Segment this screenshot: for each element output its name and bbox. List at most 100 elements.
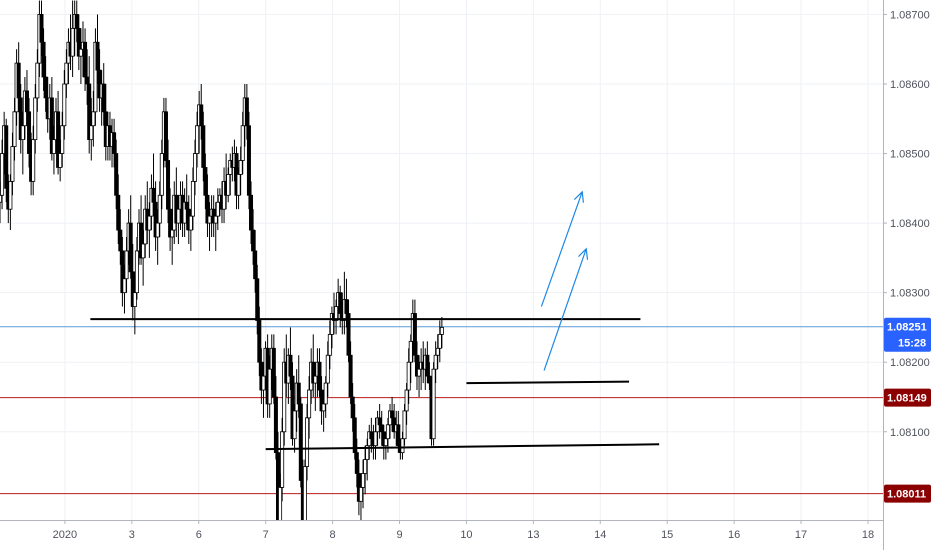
candle-body-up (267, 368, 272, 405)
price-badge-bg (884, 317, 931, 352)
candle-body-down (128, 222, 133, 273)
candle-body-up (122, 278, 127, 294)
arrow[interactable] (540, 190, 584, 307)
price-axis[interactable]: 1.08700 1.08600 1.08500 1.08400 1.08300 1.082… (883, 0, 932, 550)
time-tick-label: 6 (196, 529, 202, 541)
candle-body-down (199, 104, 204, 127)
candle-body-up (10, 146, 15, 182)
price-axis-background[interactable] (883, 0, 932, 550)
time-tick-label: 2020 (53, 529, 77, 541)
candle-body-up (385, 424, 390, 440)
candle-body-down (244, 97, 249, 127)
arrow-shaft[interactable] (543, 248, 587, 371)
candle-body-down (396, 424, 401, 447)
candle-body-down (112, 132, 117, 154)
candle-body-up (400, 438, 405, 454)
candle-body-up (141, 243, 146, 259)
plot-area[interactable] (0, 0, 883, 520)
candle-body-up (313, 375, 318, 384)
candle (346, 299, 351, 363)
candle-body-down (354, 452, 359, 474)
arrow-shaft[interactable] (540, 191, 583, 307)
candle-body-down (114, 153, 119, 196)
arrow[interactable] (543, 247, 589, 371)
time-tick-label: 16 (728, 529, 740, 541)
candle-body-up (193, 153, 198, 182)
trend-lines[interactable] (90, 318, 660, 451)
candle-body-up (431, 368, 436, 440)
candle-body-up (213, 215, 218, 224)
candle-body-down (83, 41, 88, 78)
candle-body-up (236, 174, 241, 196)
candle (280, 417, 285, 502)
time-tick-label: 7 (263, 529, 269, 541)
candle-body-down (338, 292, 343, 314)
time-tick-label: 18 (862, 529, 874, 541)
candle-body-up (60, 125, 65, 154)
candle-body-up (0, 153, 5, 196)
candle-body-up (51, 139, 56, 154)
candle-body-down (257, 320, 262, 363)
candle (16, 42, 21, 112)
candle-body-up (195, 125, 200, 154)
trend-line[interactable] (466, 380, 630, 385)
candle-body-up (89, 125, 94, 141)
candle (296, 355, 301, 418)
candle-body-up (124, 250, 129, 280)
candle-body-down (369, 431, 374, 440)
candle-body-down (151, 187, 156, 203)
candle-body-down (118, 229, 123, 252)
candle (31, 125, 36, 196)
time-tick-label: 10 (460, 529, 472, 541)
price-tick-label: 1.08300 (890, 288, 930, 300)
candle-body-down (4, 125, 9, 189)
candle-body-down (27, 111, 32, 154)
candle (396, 410, 401, 453)
candle-body-up (70, 27, 75, 57)
candle-body-down (116, 194, 121, 231)
candle-body-down (95, 41, 100, 71)
candle (4, 118, 9, 203)
time-tick-label: 13 (527, 529, 539, 541)
candle-body-up (417, 368, 422, 377)
price-badge: 1.08149 (884, 388, 931, 407)
time-axis[interactable]: 2020 3 6 7 8 9 10 13 14 15 16 17 18 (0, 520, 883, 550)
candle (298, 396, 303, 488)
trend-line[interactable] (265, 443, 660, 451)
candle-body-up (190, 180, 195, 217)
plot-background[interactable] (0, 0, 883, 520)
candle-body-up (280, 431, 285, 488)
candle-body-down (298, 403, 303, 481)
candle (431, 362, 436, 446)
candle-body-up (134, 250, 139, 294)
time-tick-label: 8 (330, 529, 336, 541)
candle (253, 230, 258, 293)
candle (190, 167, 195, 231)
candle-body-down (16, 62, 21, 99)
candle (246, 111, 251, 210)
candle-body-up (226, 174, 231, 196)
time-tick-label: 3 (129, 529, 135, 541)
candle (62, 70, 67, 140)
candle-body-down (166, 160, 171, 210)
time-axis-background[interactable] (0, 520, 883, 550)
candle-body-down (348, 354, 353, 398)
price-badge-bg (884, 388, 931, 407)
candle (348, 341, 353, 404)
candle-body-down (352, 417, 357, 454)
arrow-head[interactable] (578, 247, 589, 260)
candle (305, 403, 310, 481)
arrow-head[interactable] (573, 190, 584, 203)
price-tick-label: 1.08100 (890, 427, 930, 439)
candle-body-up (292, 410, 297, 440)
candle-body-up (435, 347, 440, 356)
candle (163, 97, 168, 168)
candle-body-up (155, 222, 160, 238)
candle-body-down (317, 361, 322, 391)
candle (352, 403, 357, 460)
candle-body-up (31, 139, 36, 182)
arrows[interactable] (540, 190, 589, 371)
candle-body-down (251, 229, 256, 252)
